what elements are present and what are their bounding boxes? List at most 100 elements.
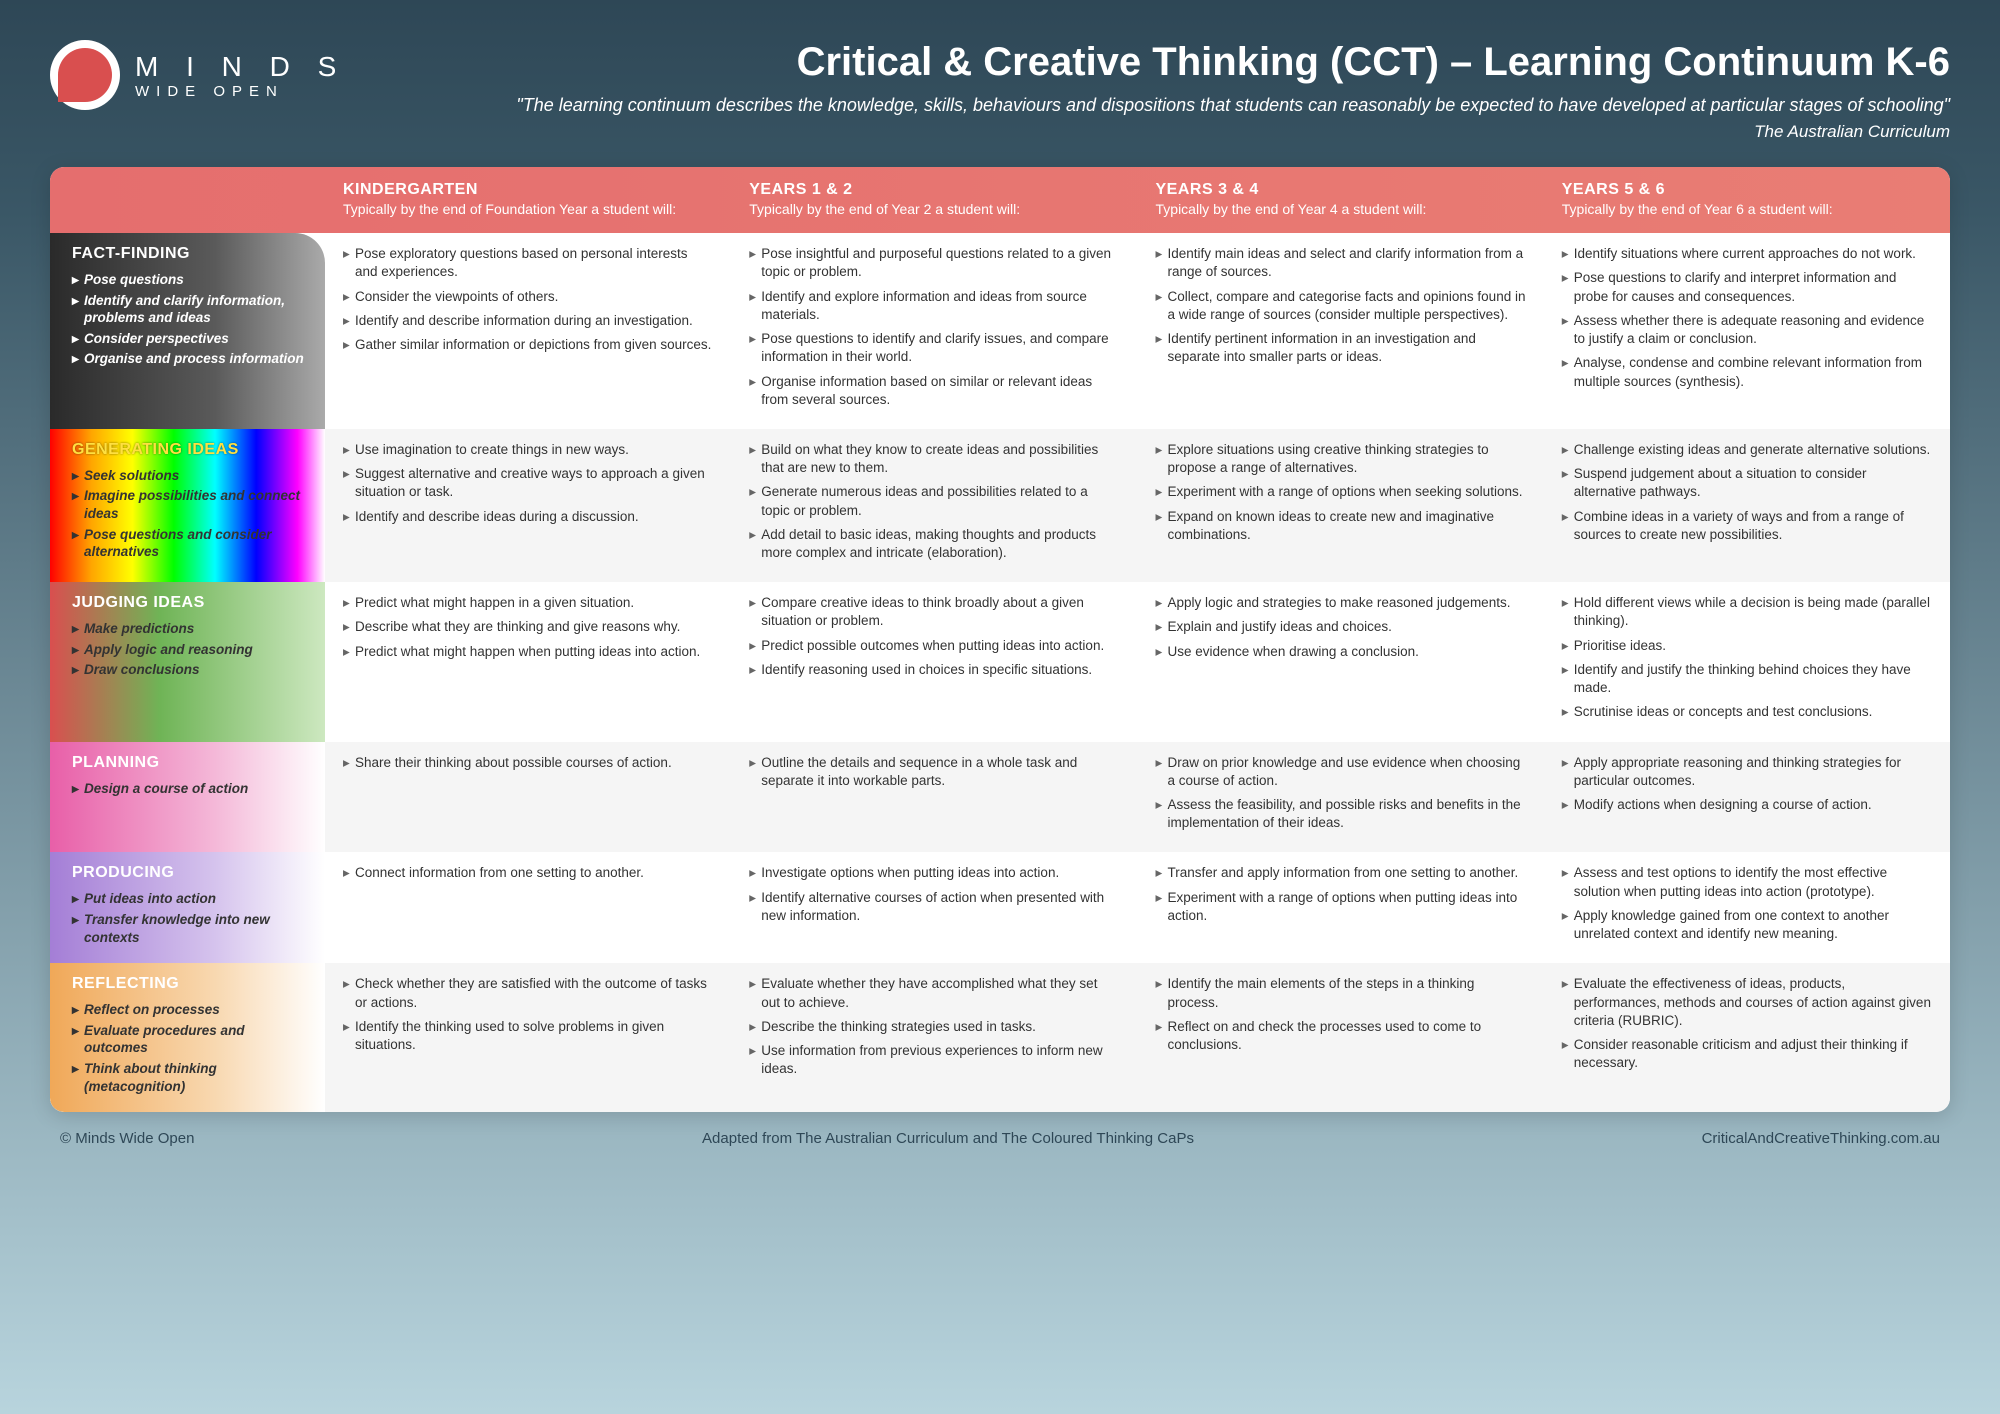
row-cells: Use imagination to create things in new … bbox=[325, 429, 1950, 582]
cell-item: Evaluate whether they have accomplished … bbox=[749, 975, 1119, 1011]
table-cell: Outline the details and sequence in a wh… bbox=[731, 754, 1137, 839]
row-sub-item: Put ideas into action bbox=[72, 890, 307, 908]
table-cell: Evaluate the effectiveness of ideas, pro… bbox=[1544, 975, 1950, 1098]
table-cell: Hold different views while a decision is… bbox=[1544, 594, 1950, 727]
row-sub-item: Think about thinking (metacognition) bbox=[72, 1060, 307, 1095]
cell-item: Experiment with a range of options when … bbox=[1156, 483, 1526, 501]
table-cell: Identify the main elements of the steps … bbox=[1138, 975, 1544, 1098]
column-header: KINDERGARTENTypically by the end of Foun… bbox=[325, 181, 731, 217]
cell-item: Transfer and apply information from one … bbox=[1156, 864, 1526, 882]
row-sub-items: Design a course of action bbox=[72, 780, 307, 798]
cell-item: Identify reasoning used in choices in sp… bbox=[749, 661, 1119, 679]
row-sub-item: Reflect on processes bbox=[72, 1001, 307, 1019]
cell-item: Scrutinise ideas or concepts and test co… bbox=[1562, 703, 1932, 721]
cell-item: Organise information based on similar or… bbox=[749, 373, 1119, 409]
logo-icon bbox=[50, 40, 120, 110]
column-header: YEARS 3 & 4Typically by the end of Year … bbox=[1138, 181, 1544, 217]
table-cell: Pose exploratory questions based on pers… bbox=[325, 245, 731, 415]
cell-item: Identify pertinent information in an inv… bbox=[1156, 330, 1526, 366]
logo-sub: WIDE OPEN bbox=[135, 83, 346, 100]
cell-item: Build on what they know to create ideas … bbox=[749, 441, 1119, 477]
cell-item: Assess whether there is adequate reasoni… bbox=[1562, 312, 1932, 348]
row-sub-item: Transfer knowledge into new contexts bbox=[72, 911, 307, 946]
cell-item: Consider reasonable criticism and adjust… bbox=[1562, 1036, 1932, 1072]
cell-item: Identify the thinking used to solve prob… bbox=[343, 1018, 713, 1054]
row-title: GENERATING IDEAS bbox=[72, 441, 307, 459]
row-title: REFLECTING bbox=[72, 975, 307, 993]
cell-item: Explain and justify ideas and choices. bbox=[1156, 618, 1526, 636]
cell-item: Pose insightful and purposeful questions… bbox=[749, 245, 1119, 281]
table-cell: Challenge existing ideas and generate al… bbox=[1544, 441, 1950, 568]
row-sub-item: Organise and process information bbox=[72, 350, 307, 368]
page-subtitle: "The learning continuum describes the kn… bbox=[386, 93, 1950, 118]
table-cell: Check whether they are satisfied with th… bbox=[325, 975, 731, 1098]
cell-item: Use evidence when drawing a conclusion. bbox=[1156, 643, 1526, 661]
cell-item: Apply logic and strategies to make reaso… bbox=[1156, 594, 1526, 612]
cell-item: Draw on prior knowledge and use evidence… bbox=[1156, 754, 1526, 790]
row-label: REFLECTING Reflect on processes Evaluate p… bbox=[50, 963, 325, 1112]
row-sub-item: Identify and clarify information, proble… bbox=[72, 292, 307, 327]
row-cells: Connect information from one setting to … bbox=[325, 852, 1950, 963]
column-subtitle: Typically by the end of Foundation Year … bbox=[343, 201, 713, 217]
table-cell: Transfer and apply information from one … bbox=[1138, 864, 1544, 949]
cell-item: Investigate options when putting ideas i… bbox=[749, 864, 1119, 882]
cell-item: Add detail to basic ideas, making though… bbox=[749, 526, 1119, 562]
section-row: GENERATING IDEAS Seek solutionsImagine po… bbox=[50, 429, 1950, 582]
cell-item: Combine ideas in a variety of ways and f… bbox=[1562, 508, 1932, 544]
cell-item: Consider the viewpoints of others. bbox=[343, 288, 713, 306]
cell-item: Evaluate the effectiveness of ideas, pro… bbox=[1562, 975, 1932, 1030]
cell-item: Identify alternative courses of action w… bbox=[749, 889, 1119, 925]
section-row: JUDGING IDEAS Make predictionsApply logic… bbox=[50, 582, 1950, 741]
cell-item: Expand on known ideas to create new and … bbox=[1156, 508, 1526, 544]
cell-item: Predict possible outcomes when putting i… bbox=[749, 637, 1119, 655]
table-cell: Evaluate whether they have accomplished … bbox=[731, 975, 1137, 1098]
cell-item: Pose exploratory questions based on pers… bbox=[343, 245, 713, 281]
table-cell: Apply appropriate reasoning and thinking… bbox=[1544, 754, 1950, 839]
row-sub-items: Put ideas into action Transfer knowledge … bbox=[72, 890, 307, 946]
cell-item: Challenge existing ideas and generate al… bbox=[1562, 441, 1932, 459]
footer-left: © Minds Wide Open bbox=[60, 1130, 194, 1147]
column-headers: KINDERGARTENTypically by the end of Foun… bbox=[50, 167, 1950, 233]
cell-item: Predict what might happen when putting i… bbox=[343, 643, 713, 661]
section-row: PLANNING Design a course of action Share t… bbox=[50, 742, 1950, 853]
footer: © Minds Wide Open Adapted from The Austr… bbox=[50, 1112, 1950, 1147]
row-sub-items: Reflect on processes Evaluate procedures … bbox=[72, 1001, 307, 1095]
table-cell: Investigate options when putting ideas i… bbox=[731, 864, 1137, 949]
row-title: PLANNING bbox=[72, 754, 307, 772]
cell-item: Analyse, condense and combine relevant i… bbox=[1562, 354, 1932, 390]
row-sub-items: Seek solutionsImagine possibilities and … bbox=[72, 467, 307, 561]
header: M I N D S WIDE OPEN Critical & Creative … bbox=[50, 40, 1950, 142]
cell-item: Suspend judgement about a situation to c… bbox=[1562, 465, 1932, 501]
logo-text: M I N D S WIDE OPEN bbox=[135, 51, 346, 100]
cell-item: Assess and test options to identify the … bbox=[1562, 864, 1932, 900]
row-sub-item: Seek solutions bbox=[72, 467, 307, 485]
cell-item: Pose questions to identify and clarify i… bbox=[749, 330, 1119, 366]
row-cells: Predict what might happen in a given sit… bbox=[325, 582, 1950, 741]
cell-item: Collect, compare and categorise facts an… bbox=[1156, 288, 1526, 324]
page: M I N D S WIDE OPEN Critical & Creative … bbox=[0, 0, 2000, 1177]
table-cell: Share their thinking about possible cour… bbox=[325, 754, 731, 839]
cell-item: Gather similar information or depictions… bbox=[343, 336, 713, 354]
row-title: FACT-FINDING bbox=[72, 245, 307, 263]
row-sub-item: Design a course of action bbox=[72, 780, 307, 798]
table-cell: Predict what might happen in a given sit… bbox=[325, 594, 731, 727]
row-cells: Check whether they are satisfied with th… bbox=[325, 963, 1950, 1112]
cell-item: Outline the details and sequence in a wh… bbox=[749, 754, 1119, 790]
row-sub-items: Pose questionsIdentify and clarify infor… bbox=[72, 271, 307, 368]
cell-item: Use imagination to create things in new … bbox=[343, 441, 713, 459]
row-sub-items: Make predictionsApply logic and reasonin… bbox=[72, 620, 307, 679]
cell-item: Identify and justify the thinking behind… bbox=[1562, 661, 1932, 697]
column-header: YEARS 1 & 2Typically by the end of Year … bbox=[731, 181, 1137, 217]
table-cell: Assess and test options to identify the … bbox=[1544, 864, 1950, 949]
title-block: Critical & Creative Thinking (CCT) – Lea… bbox=[386, 40, 1950, 142]
row-sub-item: Evaluate procedures and outcomes bbox=[72, 1022, 307, 1057]
table-cell: Identify situations where current approa… bbox=[1544, 245, 1950, 415]
cell-item: Assess the feasibility, and possible ris… bbox=[1156, 796, 1526, 832]
cell-item: Compare creative ideas to think broadly … bbox=[749, 594, 1119, 630]
cell-item: Describe the thinking strategies used in… bbox=[749, 1018, 1119, 1036]
row-label: JUDGING IDEAS Make predictionsApply logic… bbox=[50, 582, 325, 741]
row-title: JUDGING IDEAS bbox=[72, 594, 307, 612]
table-cell: Use imagination to create things in new … bbox=[325, 441, 731, 568]
cell-item: Share their thinking about possible cour… bbox=[343, 754, 713, 772]
row-sub-item: Consider perspectives bbox=[72, 330, 307, 348]
